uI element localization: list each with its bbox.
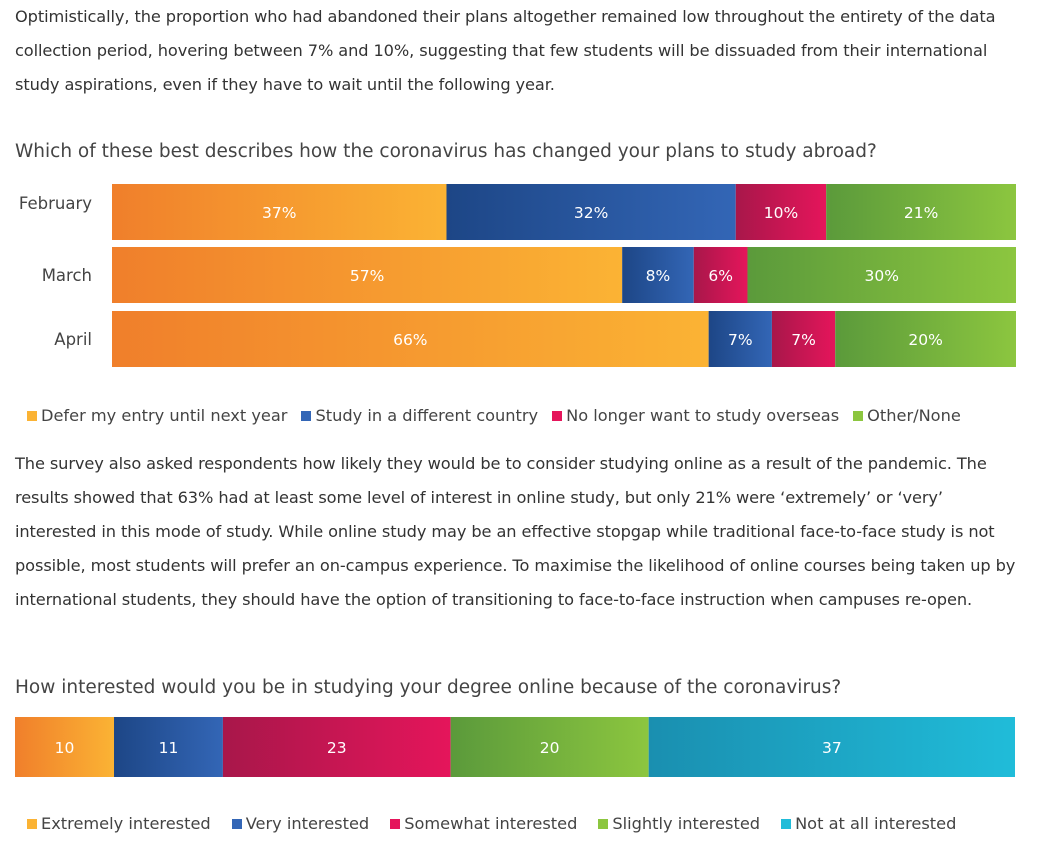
data-label-other-none-february: 21%	[904, 204, 938, 222]
middle-paragraph: The survey also asked respondents how li…	[15, 454, 1016, 609]
legend-label-study-in-a-different-country: Study in a different country	[315, 406, 539, 425]
bar-segment-other-none-april	[835, 311, 1016, 367]
legend-swatch-no-longer-want-to-study-overseas	[552, 410, 563, 421]
bar-segment-defer-my-entry-until-next-year-february	[112, 184, 447, 240]
data-label-defer-my-entry-until-next-year-april: 66%	[393, 331, 427, 349]
data-label-extremely-interested: 10	[55, 739, 75, 757]
data-label-not-at-all-interested: 37	[822, 739, 842, 757]
legend-label-no-longer-want-to-study-overseas: No longer want to study overseas	[566, 406, 840, 425]
online-interest-stacked-bar-chart: 10 11 23 20 37	[15, 717, 1015, 777]
legend-item-somewhat-interested: Somewhat interested	[390, 814, 577, 833]
data-label-no-longer-want-to-study-overseas-april: 7%	[791, 331, 816, 349]
data-label-no-longer-want-to-study-overseas-march: 6%	[708, 267, 733, 285]
legend-swatch-very-interested	[231, 818, 242, 829]
legend-swatch-extremely-interested	[27, 818, 37, 829]
data-label-defer-my-entry-until-next-year-february: 37%	[262, 204, 296, 222]
data-label-study-in-a-different-country-april: 7%	[728, 331, 753, 349]
chart1-legend: Defer my entry until next year Study in a…	[27, 406, 961, 425]
data-label-other-none-march: 30%	[865, 267, 899, 285]
legend-swatch-not-at-all-interested	[781, 818, 792, 829]
bar-segment-no-longer-want-to-study-overseas-march	[693, 247, 748, 303]
bar-segment-other-none-february	[826, 184, 1016, 240]
data-label-defer-my-entry-until-next-year-march: 57%	[350, 267, 384, 285]
bar-segment-other-none-march	[747, 247, 1016, 303]
category-label-march: March	[42, 266, 92, 285]
legend-item-very-interested: Very interested	[231, 814, 370, 833]
legend-label-not-at-all-interested: Not at all interested	[795, 814, 957, 833]
data-label-study-in-a-different-country-march: 8%	[646, 267, 671, 285]
intro-paragraph: Optimistically, the proportion who had a…	[15, 7, 996, 94]
legend-item-defer-my-entry-until-next-year: Defer my entry until next year	[27, 406, 287, 425]
bar-segment-somewhat-interested	[222, 717, 451, 777]
legend-item-other-none: Other/None	[853, 406, 961, 425]
legend-swatch-somewhat-interested	[390, 818, 401, 829]
bar-segment-not-at-all-interested	[648, 717, 1015, 777]
data-label-study-in-a-different-country-february: 32%	[574, 204, 608, 222]
data-label-very-interested: 11	[159, 739, 179, 757]
data-label-somewhat-interested: 23	[327, 739, 347, 757]
legend-label-other-none: Other/None	[867, 406, 961, 425]
plans-stacked-bar-chart: February 37% 32% 10% 21% March 57% 8% 6% 30% April…	[19, 184, 1016, 367]
legend-item-extremely-interested: Extremely interested	[27, 814, 211, 833]
bar-segment-no-longer-want-to-study-overseas-april	[771, 311, 836, 367]
data-label-other-none-april: 20%	[908, 331, 942, 349]
chart2-title: How interested would you be in studying …	[15, 677, 842, 698]
bar-segment-study-in-a-different-country-march	[622, 247, 694, 303]
legend-label-slightly-interested: Slightly interested	[612, 814, 761, 833]
legend-item-not-at-all-interested: Not at all interested	[781, 814, 956, 833]
legend-swatch-slightly-interested	[598, 818, 609, 829]
chart1-title: Which of these best describes how the co…	[15, 141, 877, 162]
bar-segment-no-longer-want-to-study-overseas-february	[735, 184, 827, 240]
legend-item-study-in-a-different-country: Study in a different country	[301, 406, 538, 425]
category-label-february: February	[19, 194, 92, 213]
bar-segment-study-in-a-different-country-april	[708, 311, 772, 367]
bar-segment-defer-my-entry-until-next-year-april	[112, 311, 709, 367]
legend-swatch-other-none	[853, 410, 864, 421]
legend-label-somewhat-interested: Somewhat interested	[404, 814, 578, 833]
legend-label-defer-my-entry-until-next-year: Defer my entry until next year	[41, 406, 288, 425]
category-label-april: April	[54, 330, 92, 349]
legend-swatch-study-in-a-different-country	[301, 410, 312, 421]
bar-segment-study-in-a-different-country-february	[446, 184, 736, 240]
bar-segment-extremely-interested	[15, 717, 115, 777]
legend-swatch-defer-my-entry-until-next-year	[27, 410, 37, 421]
data-label-slightly-interested: 20	[540, 739, 560, 757]
chart2-legend: Extremely interested Very interested Somew…	[27, 814, 956, 833]
legend-label-very-interested: Very interested	[245, 814, 370, 833]
data-label-no-longer-want-to-study-overseas-february: 10%	[764, 204, 798, 222]
bar-segment-defer-my-entry-until-next-year-march	[112, 247, 623, 303]
bar-segment-slightly-interested	[450, 717, 649, 777]
bar-segment-very-interested	[114, 717, 223, 777]
legend-label-extremely-interested: Extremely interested	[41, 814, 211, 833]
legend-item-slightly-interested: Slightly interested	[598, 814, 760, 833]
legend-item-no-longer-want-to-study-overseas: No longer want to study overseas	[552, 406, 839, 425]
